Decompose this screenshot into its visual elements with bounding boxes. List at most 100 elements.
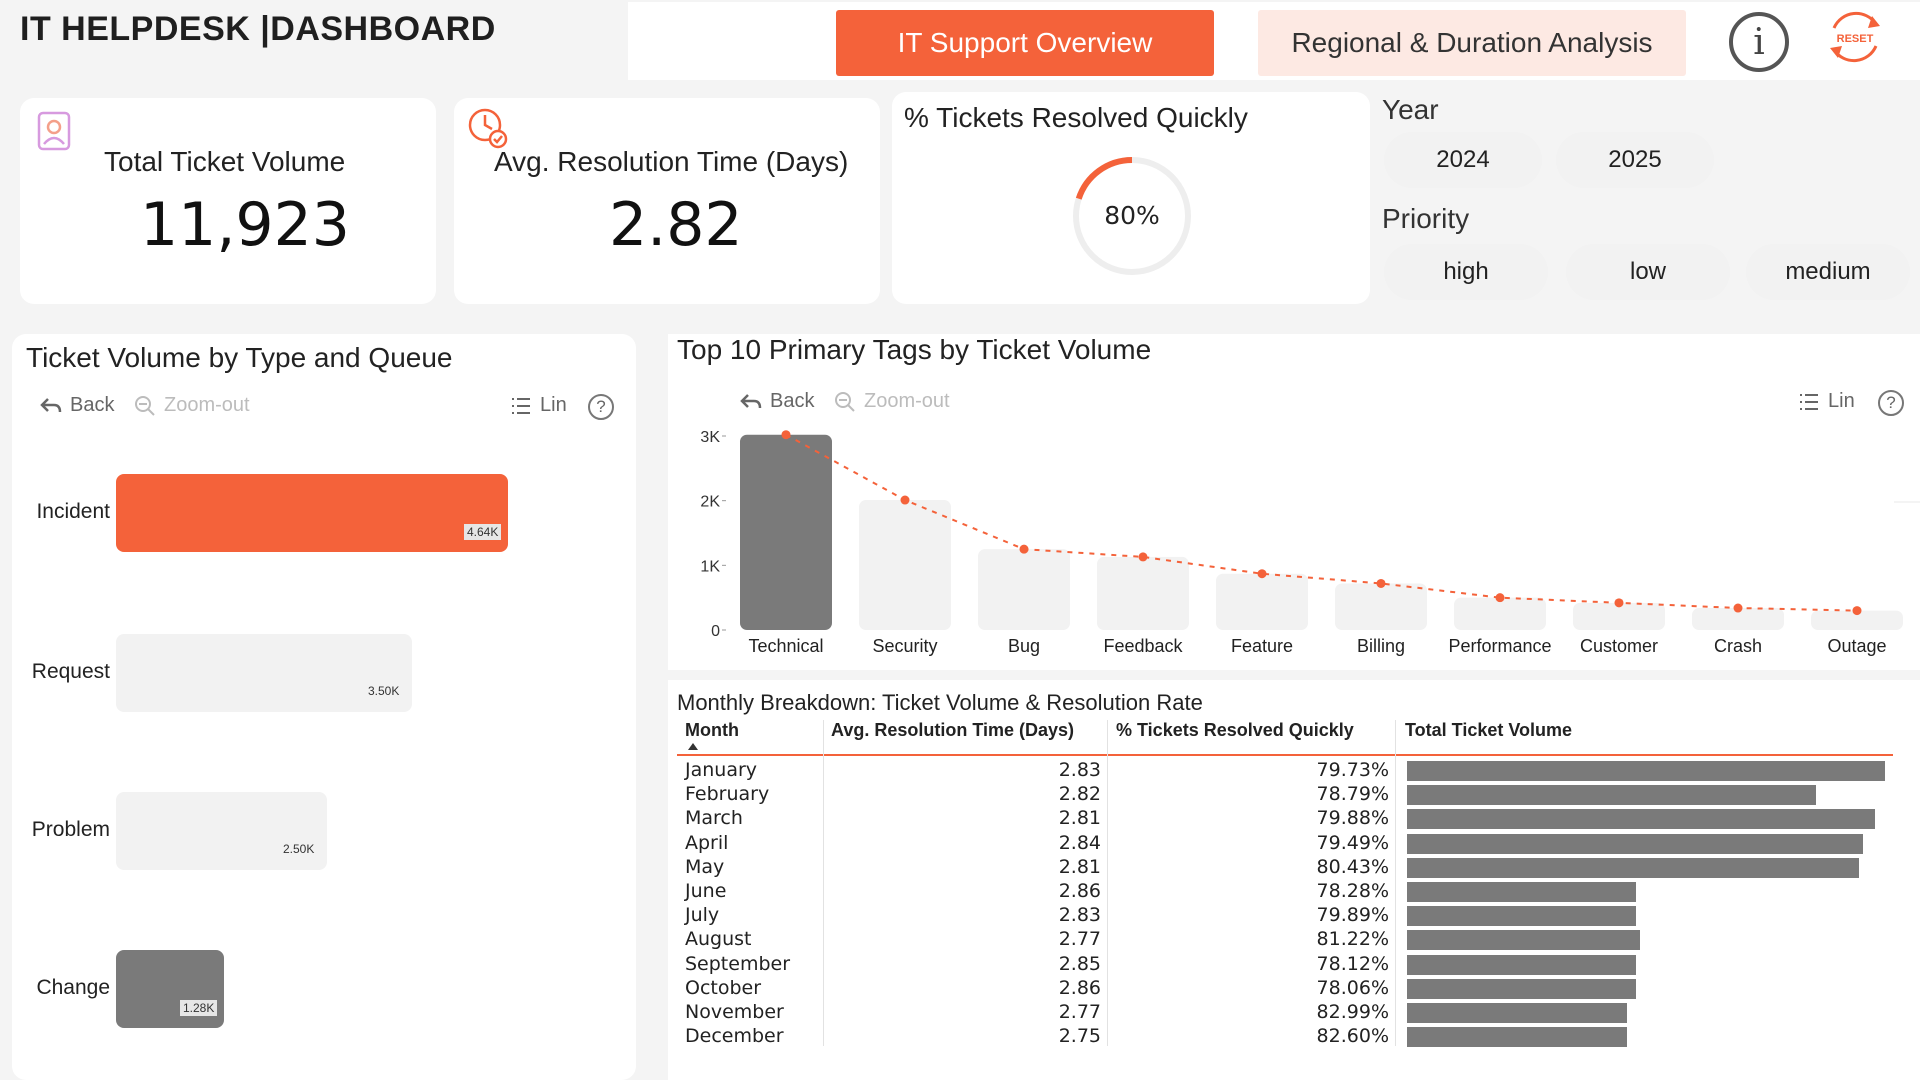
zoom-out-icon	[135, 395, 155, 416]
trend-point-customer[interactable]	[1614, 598, 1624, 608]
tag-bar-customer[interactable]	[1573, 602, 1665, 630]
tags-linear-scale-button[interactable]: Lin	[1798, 390, 1855, 413]
tags-zoom-out-button[interactable]: Zoom-out	[834, 390, 950, 413]
cell-quick-resolved: 78.12%	[1316, 952, 1389, 975]
cell-month: April	[685, 831, 729, 854]
year-option-2025[interactable]: 2025	[1556, 132, 1714, 188]
category-label-change: Change	[36, 976, 110, 999]
table-row[interactable]: October 2.86 78.06%	[677, 976, 1920, 1000]
cell-avg-resolution: 2.77	[1058, 928, 1101, 951]
trend-point-crash[interactable]	[1733, 603, 1743, 613]
priority-option-low[interactable]: low	[1566, 244, 1730, 300]
table-row[interactable]: September 2.85 78.12%	[677, 952, 1920, 976]
trend-point-feature[interactable]	[1257, 569, 1267, 579]
cell-volume-bar	[1407, 785, 1816, 806]
year-option-2024[interactable]: 2024	[1384, 132, 1542, 188]
table-row[interactable]: April 2.84 79.49%	[677, 831, 1920, 855]
trend-point-bug[interactable]	[1019, 544, 1029, 554]
monthly-table-title: Monthly Breakdown: Ticket Volume & Resol…	[677, 690, 1203, 715]
trend-point-outage[interactable]	[1852, 606, 1862, 616]
tag-bar-performance[interactable]	[1454, 597, 1546, 630]
cell-quick-resolved: 80.43%	[1316, 855, 1389, 878]
cell-quick-resolved: 78.28%	[1316, 880, 1389, 902]
tag-bar-billing[interactable]	[1335, 583, 1427, 630]
table-row[interactable]: March 2.81 79.88%	[677, 806, 1920, 830]
cell-month: January	[685, 759, 758, 781]
help-icon: ?	[588, 394, 614, 420]
column-divider	[1395, 720, 1396, 1046]
tag-bar-technical[interactable]	[740, 434, 832, 630]
cell-avg-resolution: 2.81	[1058, 855, 1101, 878]
type-queue-chart-card: Ticket Volume by Type and Queue Back Zoo…	[12, 334, 636, 1080]
cell-month: October	[685, 976, 762, 999]
tags-help-button[interactable]: ?	[1878, 390, 1904, 416]
table-row[interactable]: May 2.81 80.43%	[677, 855, 1920, 879]
header-quick-resolved[interactable]: % Tickets Resolved Quickly	[1116, 720, 1354, 740]
back-label: Back	[70, 394, 115, 416]
bar-change[interactable]	[116, 950, 224, 1028]
header-total-volume[interactable]: Total Ticket Volume	[1405, 720, 1573, 740]
priority-option-high[interactable]: high	[1384, 244, 1548, 300]
zoom-out-button[interactable]: Zoom-out	[134, 394, 250, 417]
table-row[interactable]: August 2.77 81.22%	[677, 927, 1920, 951]
priority-option-medium[interactable]: medium	[1746, 244, 1910, 300]
category-label-request: Request	[31, 660, 110, 683]
bar-request[interactable]	[116, 634, 412, 712]
help-button[interactable]: ?	[588, 394, 614, 420]
trend-point-security[interactable]	[900, 495, 910, 505]
gauge-value: 80%	[1104, 201, 1160, 230]
bar-incident[interactable]	[116, 474, 508, 552]
cell-avg-resolution: 2.86	[1058, 976, 1101, 999]
column-divider	[823, 720, 824, 1046]
tag-bar-feedback[interactable]	[1097, 556, 1189, 630]
cell-volume-bar	[1407, 761, 1885, 781]
x-tick-label-security: Security	[872, 636, 937, 656]
header-month[interactable]: Month	[685, 720, 739, 740]
top-tags-title: Top 10 Primary Tags by Ticket Volume	[677, 334, 1152, 365]
table-row[interactable]: July 2.83 79.89%	[677, 903, 1920, 927]
cell-volume-bar	[1407, 833, 1863, 854]
trend-line	[785, 433, 1858, 612]
cell-avg-resolution: 2.83	[1058, 759, 1101, 781]
tab-it-support-overview[interactable]: IT Support Overview	[836, 10, 1214, 76]
tags-linear-scale-label: Lin	[1828, 390, 1855, 412]
cell-quick-resolved: 81.22%	[1316, 928, 1389, 951]
quick-resolved-gauge: 80%	[1073, 157, 1191, 275]
tag-bar-crash[interactable]	[1692, 608, 1784, 630]
trend-point-billing[interactable]	[1376, 578, 1386, 588]
table-row[interactable]: February 2.82 78.79%	[677, 782, 1920, 806]
trend-point-feedback[interactable]	[1138, 552, 1148, 562]
table-row[interactable]: December 2.75 82.60%	[677, 1024, 1920, 1048]
cell-volume-bar	[1407, 930, 1640, 951]
cell-volume-bar	[1407, 1027, 1627, 1048]
tags-back-button[interactable]: Back	[740, 390, 814, 413]
back-button[interactable]: Back	[40, 394, 114, 417]
tab-regional-duration-analysis[interactable]: Regional & Duration Analysis	[1258, 10, 1686, 76]
dashboard-title: IT HELPDESK |DASHBOARD	[20, 10, 496, 48]
bar-problem[interactable]	[116, 792, 327, 870]
cell-avg-resolution: 2.83	[1058, 904, 1101, 927]
info-icon[interactable]: i	[1729, 12, 1789, 72]
trend-point-performance[interactable]	[1495, 593, 1505, 603]
reset-button[interactable]: RESET	[1824, 6, 1886, 68]
header-avg-resolution[interactable]: Avg. Resolution Time (Days)	[831, 720, 1075, 740]
tags-zoom-out-label: Zoom-out	[864, 390, 950, 412]
x-tick-label-outage: Outage	[1827, 636, 1886, 656]
table-row[interactable]: January 2.83 79.73%	[677, 758, 1920, 782]
tag-bar-bug[interactable]	[978, 549, 1070, 630]
cell-avg-resolution: 2.82	[1058, 783, 1101, 806]
table-row[interactable]: June 2.86 78.28%	[677, 879, 1920, 903]
x-tick-label-feedback: Feedback	[1103, 636, 1183, 656]
y-tick-label: 2K	[700, 494, 720, 511]
trend-point-technical[interactable]	[781, 430, 791, 440]
cell-quick-resolved: 79.73%	[1316, 759, 1389, 781]
linear-scale-button[interactable]: Lin	[510, 394, 567, 417]
tag-bar-feature[interactable]	[1216, 573, 1308, 630]
x-tick-label-technical: Technical	[748, 636, 823, 656]
header-underline	[677, 754, 1893, 756]
tag-bar-security[interactable]	[859, 500, 951, 630]
kpi-value-total-volume: 11,923	[140, 190, 350, 260]
table-row[interactable]: November 2.77 82.99%	[677, 1000, 1920, 1024]
monthly-table: Month Avg. Resolution Time (Days) % Tick…	[677, 720, 1920, 1050]
tag-bar-outage[interactable]	[1811, 610, 1903, 630]
